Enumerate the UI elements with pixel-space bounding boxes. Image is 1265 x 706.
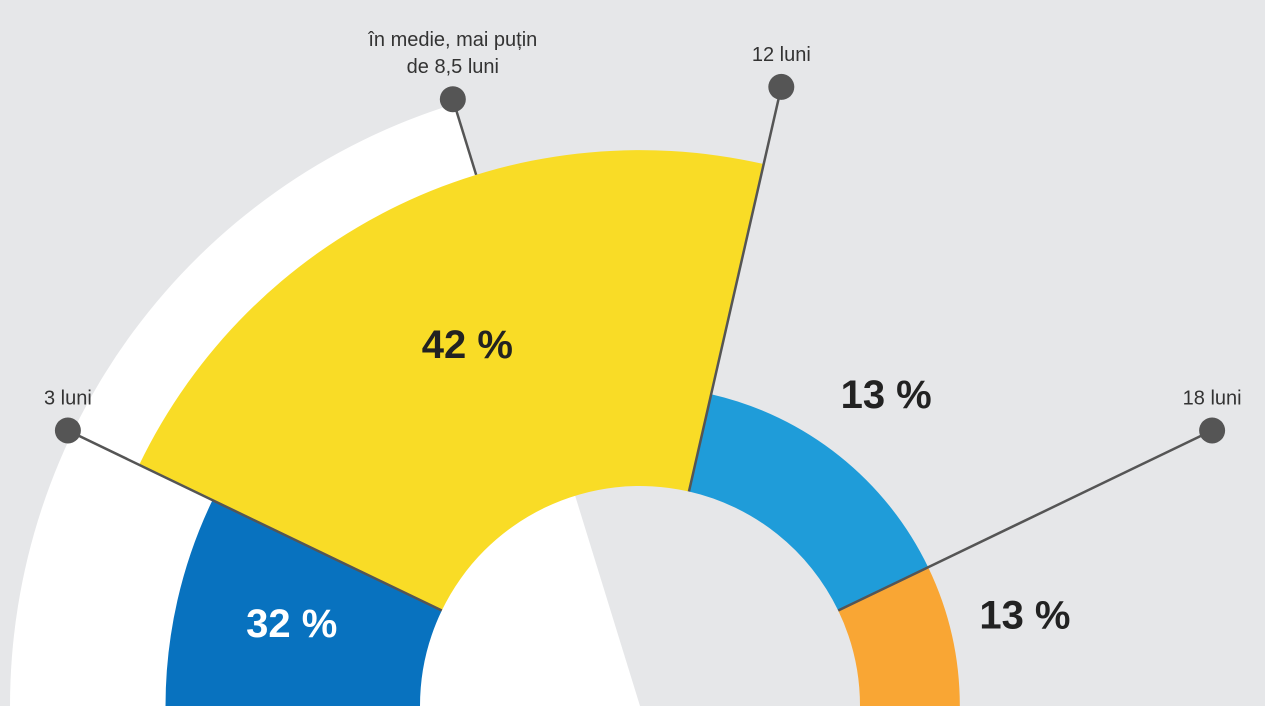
marker-label: 18 luni bbox=[1183, 387, 1242, 409]
segment bbox=[838, 567, 960, 706]
marker-label: 3 luni bbox=[44, 387, 92, 409]
segment bbox=[165, 500, 442, 706]
segment bbox=[139, 150, 764, 611]
marker-dot bbox=[54, 417, 81, 444]
marker-dot bbox=[1199, 417, 1226, 444]
marker-label: de 8,5 luni bbox=[407, 56, 499, 78]
marker-line bbox=[451, 98, 478, 176]
value-label: 13 % bbox=[979, 594, 1070, 638]
marker-label: în medie, mai puțin bbox=[367, 29, 537, 51]
value-label: 13 % bbox=[841, 373, 932, 417]
marker-line bbox=[67, 429, 443, 612]
marker-dot bbox=[768, 73, 795, 100]
segment bbox=[688, 394, 929, 611]
marker-line bbox=[837, 429, 1213, 612]
marker-line bbox=[687, 86, 783, 492]
value-label: 32 % bbox=[246, 602, 337, 646]
marker-dot bbox=[439, 86, 466, 113]
value-label: 42 % bbox=[422, 323, 513, 367]
marker-label: 12 luni bbox=[752, 44, 811, 66]
